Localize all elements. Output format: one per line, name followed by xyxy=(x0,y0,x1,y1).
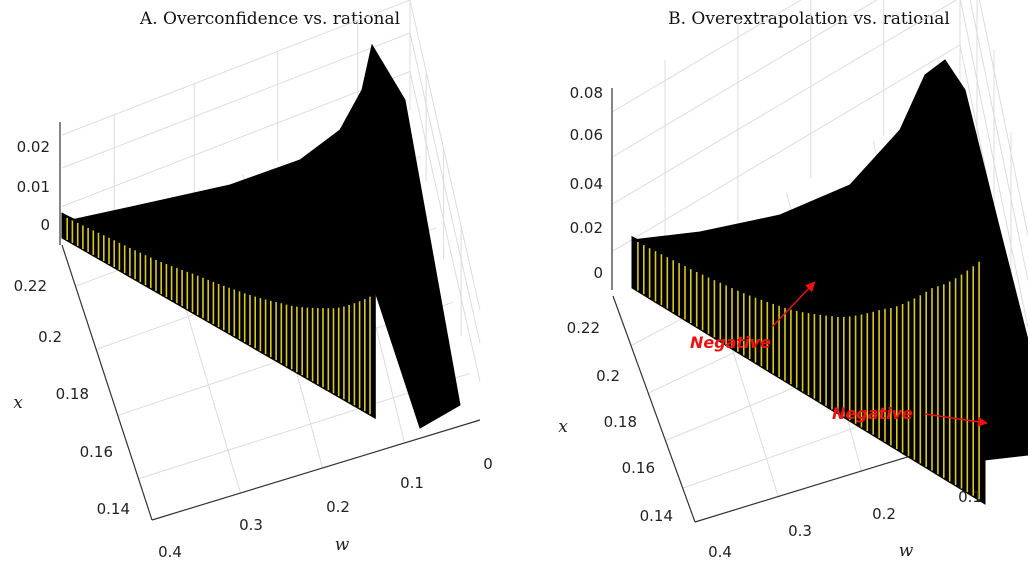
panel-b-x-tick: 0.16 xyxy=(622,459,655,477)
panel-a: A. Overconfidence vs. rational 0.02 0.01… xyxy=(13,0,493,561)
panel-a-w-tick: 0.1 xyxy=(400,474,424,492)
panel-b-x-tick: 0.18 xyxy=(604,413,637,431)
annotation-arrow xyxy=(771,281,816,328)
gridline xyxy=(612,0,878,158)
panel-b-w-tick: 0.4 xyxy=(708,543,732,561)
panel-a-x-axis xyxy=(61,244,153,521)
panel-a-x-tick: 0.16 xyxy=(80,443,113,461)
gridline xyxy=(61,71,411,207)
annotation-negative-label: Negative xyxy=(690,333,771,352)
panel-b-w-tick: 0.1 xyxy=(958,488,982,506)
panel-b-x-tick: 0.2 xyxy=(596,367,620,385)
panel-a-surface xyxy=(61,43,461,429)
panel-b-z-tick: 0.02 xyxy=(570,219,603,237)
panel-a-w-axis xyxy=(151,419,481,521)
surface-body xyxy=(61,43,461,429)
panel-a-w-tick: 0.4 xyxy=(158,543,182,561)
panel-b-title: B. Overextrapolation vs. rational xyxy=(668,9,950,29)
gridline xyxy=(409,32,481,344)
panel-a-w-label: w xyxy=(335,535,350,555)
panel-a-z-tick: 0.01 xyxy=(17,178,50,196)
panel-a-x-tick: 0.2 xyxy=(38,328,62,346)
panel-a-w-tick: 0.2 xyxy=(326,498,350,516)
panel-b-z-tick: 0.08 xyxy=(570,84,603,102)
panel-a-w-tick: 0.3 xyxy=(239,516,263,534)
gridline xyxy=(612,0,958,205)
panel-b-x-tick: 0.14 xyxy=(640,507,673,525)
panel-b-annotations: Negative Negative xyxy=(690,281,988,427)
panel-a-x-tick: 0.18 xyxy=(56,385,89,403)
panel-a-title: A. Overconfidence vs. rational xyxy=(139,9,400,29)
panel-a-z-tick: 0 xyxy=(40,216,50,234)
panel-b-w-tick: 0.2 xyxy=(872,505,896,523)
panel-b-w-tick: 0.3 xyxy=(788,522,812,540)
annotation-arrow xyxy=(924,413,988,427)
panel-a-x-tick: 0.14 xyxy=(97,500,130,518)
panel-b-z-tick: 0.06 xyxy=(570,126,603,144)
panel-b-surface xyxy=(631,59,1028,505)
gridline xyxy=(612,0,802,112)
gridline xyxy=(61,0,411,136)
panel-b: B. Overextrapolation vs. rational 0.08 0… xyxy=(558,0,1028,561)
panel-a-z-tick: 0.02 xyxy=(17,138,50,156)
gridline xyxy=(612,44,961,252)
panel-b-w-label: w xyxy=(899,541,914,561)
gridline xyxy=(61,32,411,169)
panel-b-x-label: x xyxy=(558,417,568,437)
annotation-negative-label: Negative xyxy=(832,404,913,423)
panel-b-z-tick: 0.04 xyxy=(570,175,603,193)
panel-a-x-tick: 0.22 xyxy=(14,277,47,295)
gridline xyxy=(409,71,481,382)
panel-a-x-label: x xyxy=(13,393,23,413)
panel-b-x-tick: 0.22 xyxy=(567,319,600,337)
gridline xyxy=(409,0,481,311)
panel-b-x-axis xyxy=(612,295,696,523)
panel-b-z-tick: 0 xyxy=(593,264,603,282)
panel-a-w-tick: 0 xyxy=(483,455,493,473)
